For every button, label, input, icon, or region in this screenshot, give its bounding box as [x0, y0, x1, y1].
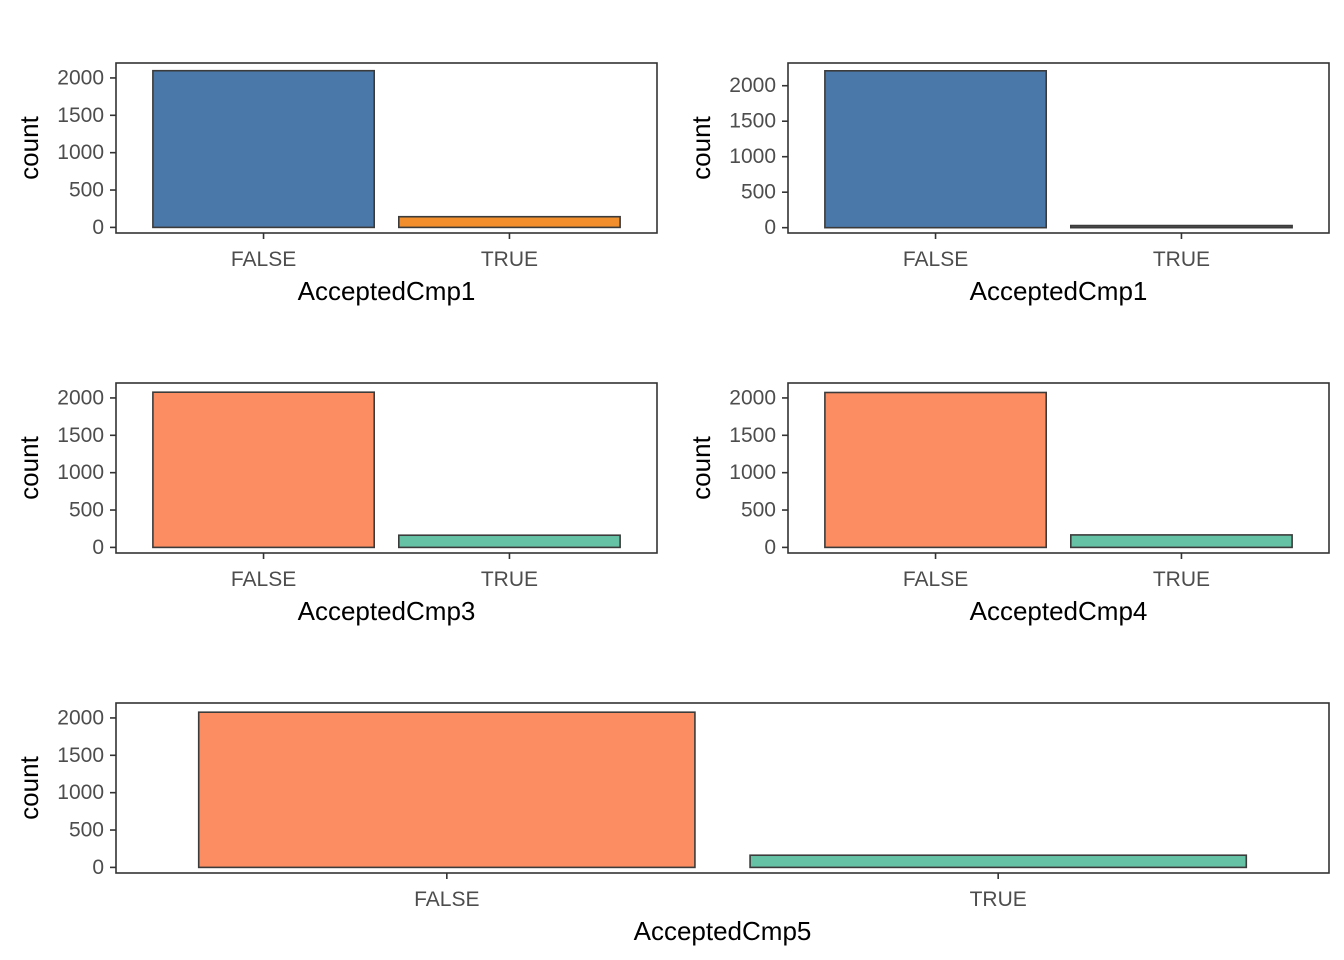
y-tick-label: 1000	[57, 781, 104, 804]
y-tick-label: 0	[92, 536, 104, 559]
x-axis-title: AcceptedCmp1	[298, 276, 476, 306]
panel-border-4	[787, 382, 1330, 554]
y-tick-label: 1000	[57, 461, 104, 484]
panel-border-1	[115, 62, 658, 234]
x-tick-label-false: FALSE	[231, 568, 296, 591]
y-tick-label: 0	[764, 216, 776, 239]
y-tick-label: 2000	[729, 74, 776, 97]
bar-true	[397, 534, 621, 549]
y-tick-label: 1500	[729, 110, 776, 133]
y-tick-label: 2000	[729, 386, 776, 409]
y-tick-label: 1500	[57, 424, 104, 447]
y-tick-label: 0	[92, 856, 104, 879]
bar-false	[824, 391, 1048, 549]
x-tick-label-true: TRUE	[481, 568, 538, 591]
x-tick-label-false: FALSE	[903, 568, 968, 591]
y-tick-label: 500	[69, 499, 104, 522]
bar-false	[152, 391, 376, 549]
chart-panel-5: 0 500 1000 1500 2000 FALSE TRUE AcceptedCmp5 cou…	[14, 702, 1330, 946]
x-axis-title: AcceptedCmp4	[970, 596, 1148, 626]
y-tick-label: 2000	[57, 66, 104, 89]
y-tick-label: 2000	[57, 706, 104, 729]
x-tick-label-true: TRUE	[1153, 568, 1210, 591]
y-tick-label: 1500	[729, 424, 776, 447]
x-tick-label-true: TRUE	[481, 248, 538, 271]
bar-true	[1069, 224, 1293, 229]
x-tick-label-false: FALSE	[903, 248, 968, 271]
bar-false	[152, 69, 376, 229]
y-tick-label: 0	[92, 216, 104, 239]
x-tick-label-true: TRUE	[1153, 248, 1210, 271]
y-tick-label: 1000	[729, 145, 776, 168]
y-axis-title: count	[14, 755, 44, 819]
y-tick-label: 500	[741, 499, 776, 522]
bar-true	[1069, 534, 1293, 549]
panel-border-2	[787, 62, 1330, 234]
y-tick-label: 1500	[57, 744, 104, 767]
y-tick-label: 1500	[57, 104, 104, 127]
x-axis-title: AcceptedCmp3	[298, 596, 476, 626]
panel-border-3	[115, 382, 658, 554]
x-tick-label-false: FALSE	[414, 888, 479, 911]
bar-true	[397, 215, 621, 229]
panel-border-5	[115, 702, 1330, 874]
y-axis-title: count	[686, 115, 716, 179]
x-axis-title: AcceptedCmp1	[970, 276, 1148, 306]
y-tick-label: 500	[741, 181, 776, 204]
y-tick-label: 0	[764, 536, 776, 559]
x-tick-label-false: FALSE	[231, 248, 296, 271]
y-tick-label: 500	[69, 819, 104, 842]
y-tick-label: 500	[69, 179, 104, 202]
y-axis-title: count	[14, 115, 44, 179]
y-tick-label: 1000	[729, 461, 776, 484]
bar-true	[749, 854, 1248, 869]
y-axis-title: count	[14, 435, 44, 499]
x-axis-title: AcceptedCmp5	[634, 916, 812, 946]
x-tick-label-true: TRUE	[970, 888, 1027, 911]
bar-false	[197, 711, 696, 869]
y-tick-label: 2000	[57, 386, 104, 409]
bar-false	[824, 70, 1048, 229]
y-axis-title: count	[686, 435, 716, 499]
y-tick-label: 1000	[57, 141, 104, 164]
